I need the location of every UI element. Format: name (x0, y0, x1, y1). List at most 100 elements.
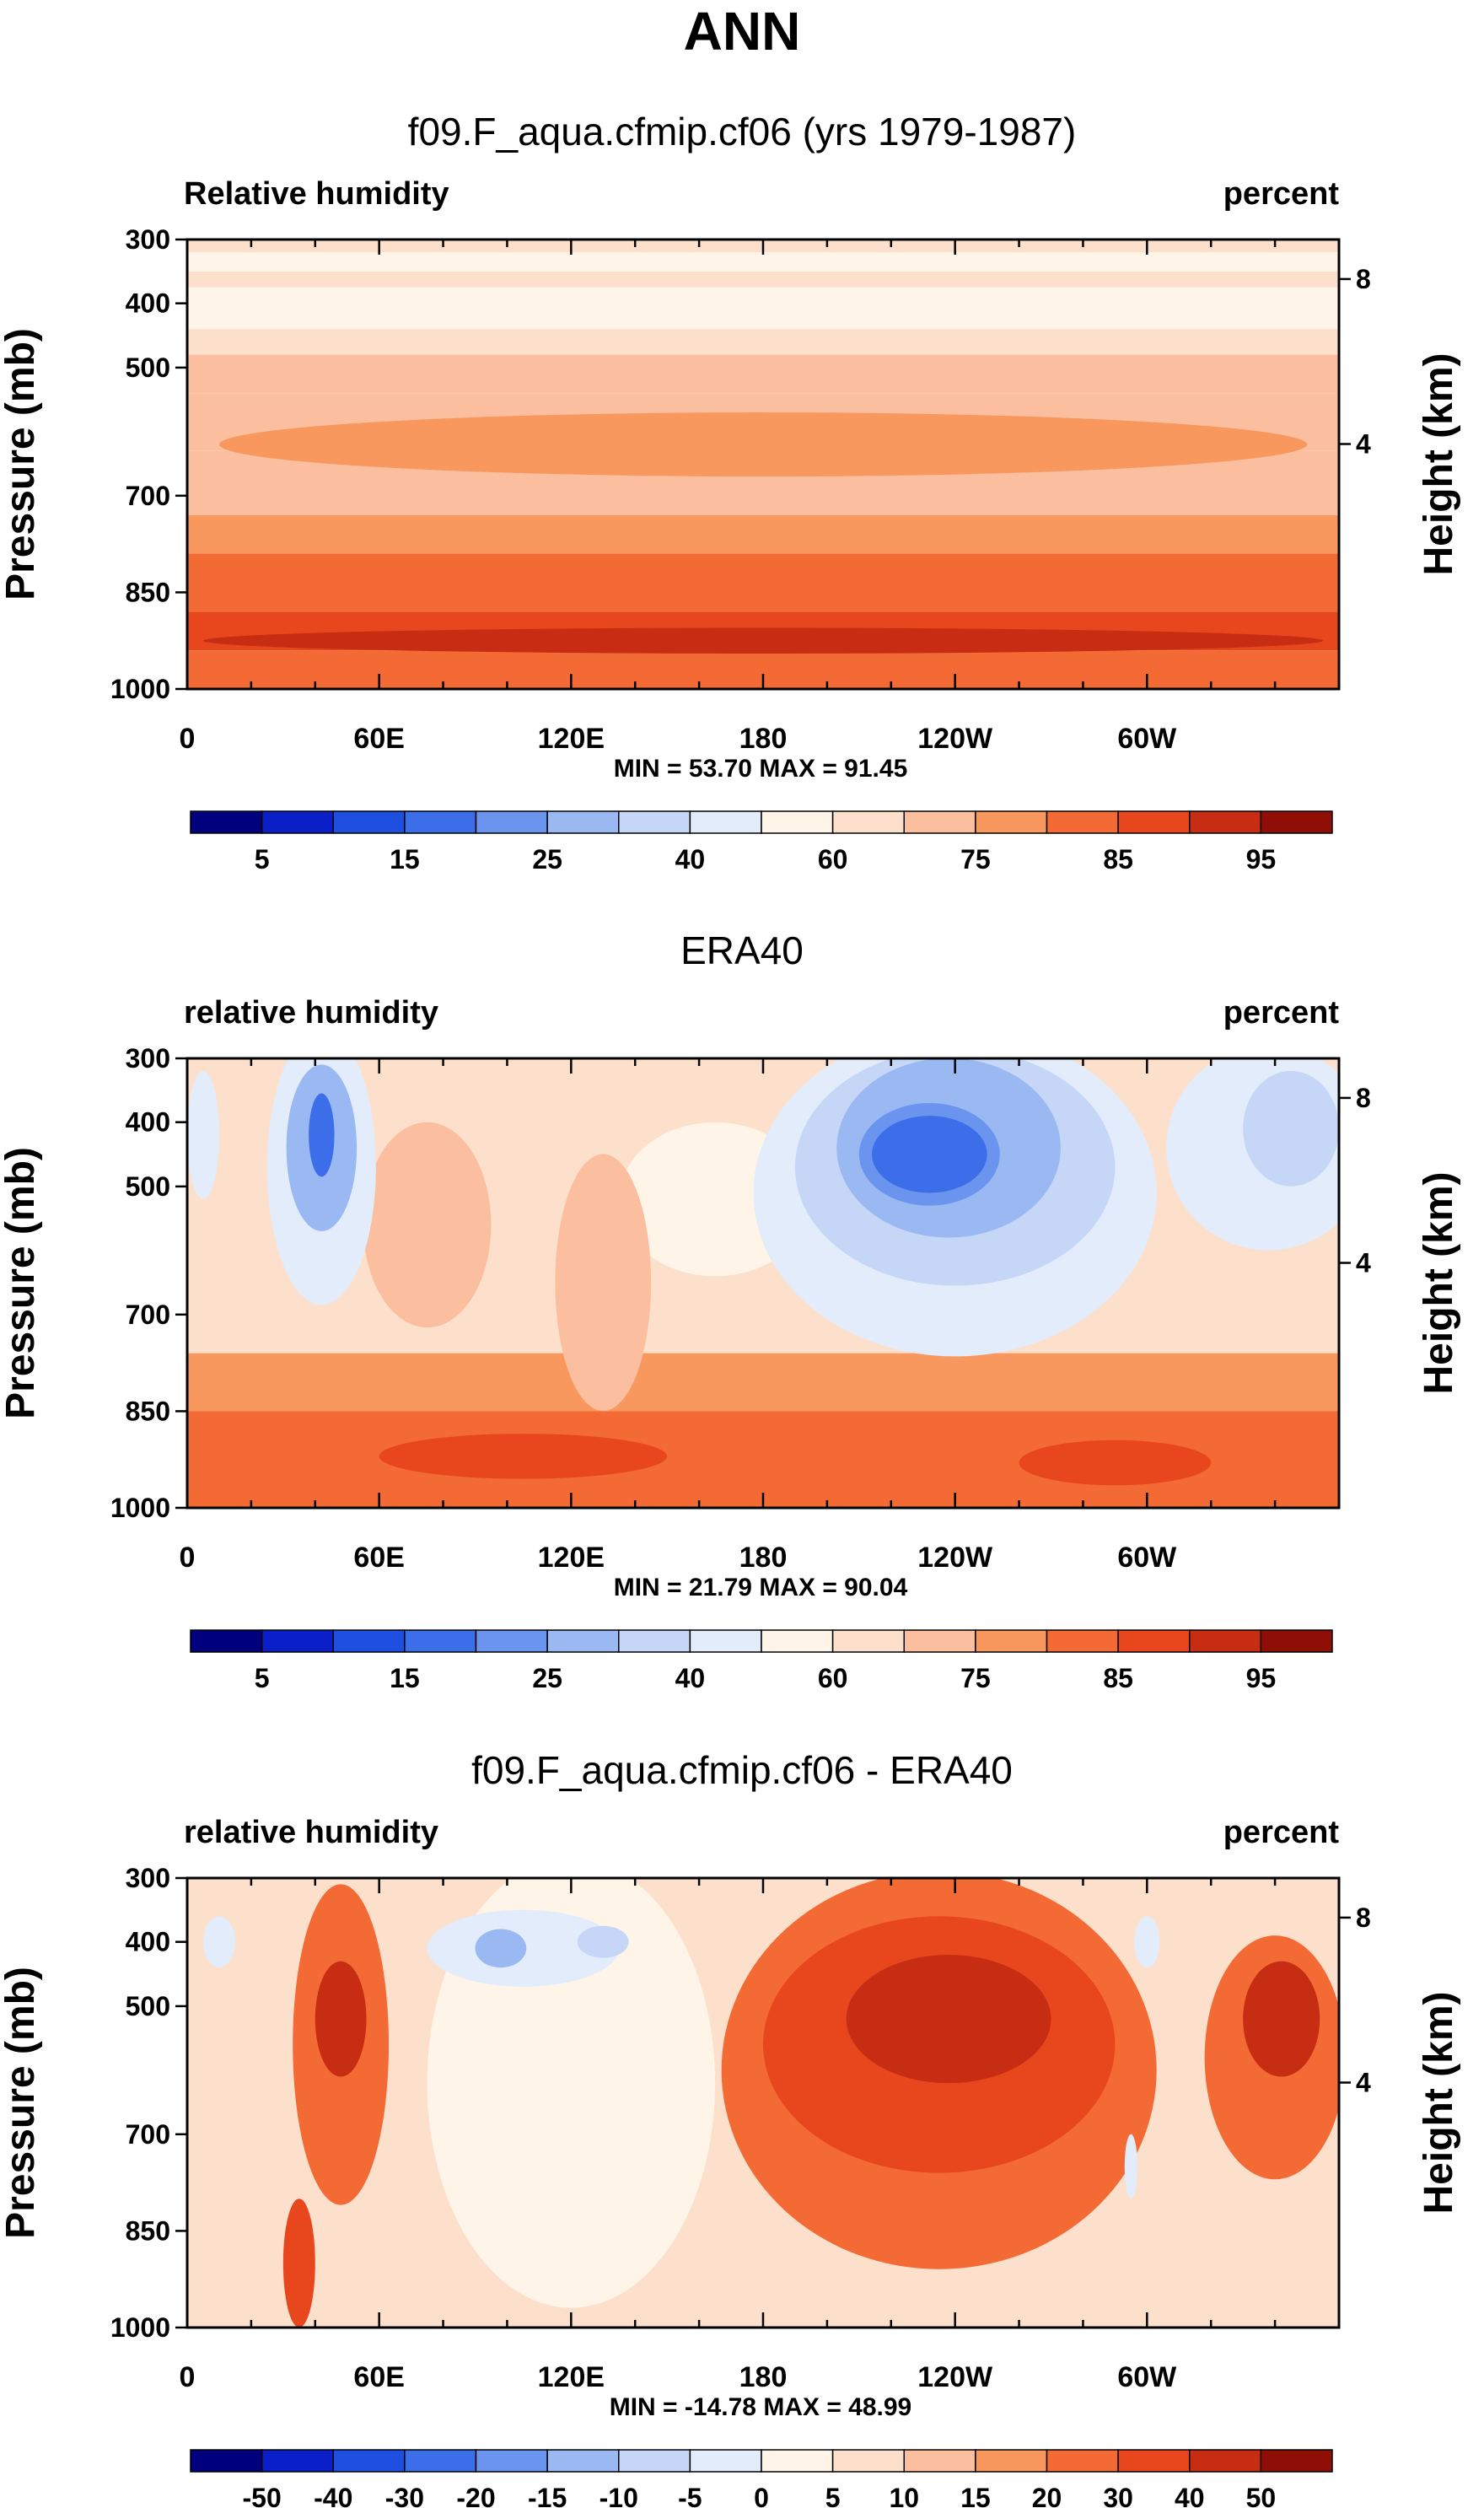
page-title: ANN (683, 1, 801, 62)
contour-region (1243, 1070, 1339, 1187)
colorbar-swatch (689, 1629, 762, 1653)
y-axis-title: Pressure (mb) (0, 328, 43, 600)
y2-tick-label: 8 (1356, 1083, 1371, 1113)
colorbar-label: -10 (600, 2483, 638, 2508)
contour-region (309, 1093, 335, 1177)
colorbar-swatch (1046, 810, 1119, 834)
colorbar-label: 40 (675, 1663, 706, 1693)
contour-band (187, 354, 1339, 394)
chart-title: f09.F_aqua.cfmip.cf06 - ERA40 (471, 1748, 1013, 1792)
colorbar-label: -40 (314, 2483, 352, 2508)
colorbar-swatch (903, 810, 976, 834)
colorbar-swatch (190, 2449, 263, 2473)
contour-band (187, 271, 1339, 288)
contour-region (202, 1916, 235, 1968)
chart-panel-3: f09.F_aqua.cfmip.cf06 - ERA40 relative hu… (0, 1748, 1461, 2508)
x-tick-label: 120E (538, 2361, 605, 2393)
y-tick-label: 500 (126, 353, 170, 383)
colorbar: 5 15 25 40 60 75 85 95 (190, 810, 1333, 875)
colorbar-label: 25 (532, 844, 562, 875)
y2-tick-label: 4 (1356, 429, 1371, 460)
colorbar-swatch (975, 2449, 1048, 2473)
y-tick-label: 1000 (110, 1493, 170, 1523)
contour-region (1243, 1961, 1320, 2077)
colorbar-swatch (761, 810, 834, 834)
chart-title: ERA40 (680, 928, 804, 972)
y-tick-label: 300 (126, 1043, 170, 1074)
colorbar-swatch (761, 1629, 834, 1653)
y-tick-label: 850 (126, 1396, 170, 1426)
colorbar-swatch (831, 810, 905, 834)
x-tick-label: 0 (180, 2361, 196, 2393)
colorbar-label: 15 (390, 1663, 420, 1693)
colorbar-label: 30 (1103, 2483, 1133, 2508)
colorbar-label: 15 (960, 2483, 991, 2508)
y-tick-label: 300 (126, 1863, 170, 1893)
chart-title: f09.F_aqua.cfmip.cf06 (yrs 1979-1987) (408, 110, 1077, 153)
colorbar-swatch (261, 1629, 334, 1653)
colorbar-swatch (1260, 2449, 1333, 2473)
y-tick-label: 1000 (110, 2312, 170, 2343)
contour-region (379, 1434, 668, 1479)
y-tick-label: 500 (126, 1991, 170, 2021)
colorbar-label: 75 (960, 1663, 991, 1693)
colorbar-label: 15 (390, 844, 420, 875)
contour-band (187, 287, 1339, 330)
y-axis-title: Pressure (mb) (0, 1967, 43, 2239)
x-tick-label: 0 (180, 723, 196, 755)
colorbar-swatch (1189, 810, 1262, 834)
contour-band (187, 514, 1339, 554)
x-tick-label: 180 (739, 2361, 788, 2393)
x-tick-label: 120W (917, 1542, 993, 1574)
contour-region (315, 1961, 367, 2077)
colorbar-swatch (1189, 1629, 1262, 1653)
x-tick-label: 60E (353, 2361, 405, 2393)
colorbar-label: 5 (255, 844, 270, 875)
y2-tick-label: 8 (1356, 1903, 1371, 1933)
colorbar-swatch (1117, 2449, 1191, 2473)
colorbar-label: 25 (532, 1663, 562, 1693)
x-tick-label: 120E (538, 1542, 605, 1574)
plot-area (187, 239, 1339, 689)
units-label: percent (1223, 176, 1340, 212)
colorbar-swatch (761, 2449, 834, 2473)
colorbar-label: 85 (1103, 844, 1133, 875)
colorbar-swatch (1260, 810, 1333, 834)
contour-region (1134, 1916, 1160, 1968)
colorbar-label: 85 (1103, 1663, 1133, 1693)
colorbar-swatch (1189, 2449, 1262, 2473)
colorbar-label: 5 (255, 1663, 270, 1693)
colorbar-swatch (404, 810, 477, 834)
colorbar-swatch (261, 810, 334, 834)
colorbar-label: 95 (1246, 844, 1277, 875)
contour-region (555, 1154, 652, 1412)
x-tick-label: 60W (1117, 2361, 1177, 2393)
colorbar-swatch (689, 2449, 762, 2473)
colorbar-swatch (475, 810, 548, 834)
contour-region (1019, 1440, 1212, 1486)
colorbar-swatch (975, 1629, 1048, 1653)
colorbar-label: -5 (678, 2483, 702, 2508)
min-max-stats: MIN = -14.78 MAX = 48.99 (610, 2393, 912, 2421)
y2-tick-label: 4 (1356, 1248, 1371, 1278)
colorbar-swatch (903, 1629, 976, 1653)
y-tick-label: 850 (126, 2215, 170, 2246)
y-tick-label: 500 (126, 1171, 170, 1202)
y-tick-label: 1000 (110, 674, 170, 704)
colorbar-swatch (1260, 1629, 1333, 1653)
colorbar-swatch (190, 810, 263, 834)
y-tick-label: 700 (126, 1300, 170, 1330)
y-tick-label: 700 (126, 481, 170, 511)
plot-area (187, 1878, 1339, 2328)
colorbar-label: 40 (1175, 2483, 1205, 2508)
contour-region (475, 1929, 527, 1968)
colorbar-label: 10 (889, 2483, 919, 2508)
colorbar-swatch (1046, 1629, 1119, 1653)
x-tick-label: 0 (180, 1542, 196, 1574)
colorbar-label: 60 (818, 844, 848, 875)
colorbar-swatch (332, 2449, 406, 2473)
colorbar-swatch (404, 2449, 477, 2473)
colorbar-label: 5 (825, 2483, 841, 2508)
colorbar-label: 20 (1032, 2483, 1062, 2508)
